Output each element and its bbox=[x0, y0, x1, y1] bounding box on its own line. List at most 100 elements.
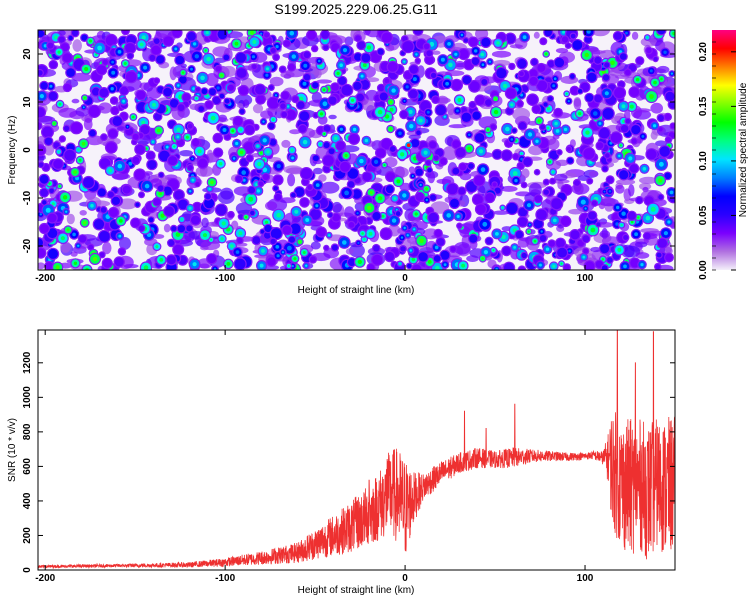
heatmap-peak-core bbox=[528, 223, 531, 226]
heatmap-peak-core bbox=[275, 45, 279, 49]
heatmap-peak bbox=[138, 225, 145, 231]
heatmap-peak-core bbox=[53, 122, 56, 125]
heatmap-peak bbox=[309, 256, 316, 263]
heatmap-peak-core bbox=[210, 238, 213, 241]
heatmap-mottle bbox=[314, 69, 322, 79]
heatmap-peak-core bbox=[275, 245, 280, 249]
heatmap-peak-core bbox=[468, 133, 471, 136]
heatmap-peak-core bbox=[419, 238, 424, 244]
heatmap-peak bbox=[258, 181, 264, 187]
heatmap-peak-core bbox=[660, 77, 663, 81]
heatmap-peak bbox=[207, 254, 217, 264]
heatmap-mottle bbox=[102, 241, 112, 255]
heatmap-peak-core bbox=[403, 60, 406, 63]
heatmap-peak-core bbox=[174, 47, 178, 51]
heatmap-peak-core bbox=[78, 158, 82, 162]
heatmap-peak bbox=[517, 101, 523, 107]
heatmap-peak-core bbox=[141, 35, 146, 40]
heatmap-peak bbox=[472, 111, 481, 120]
snr-line bbox=[38, 330, 675, 570]
heatmap-peak bbox=[48, 91, 58, 101]
heatmap-mottle bbox=[615, 184, 625, 194]
heatmap-peak-core bbox=[232, 157, 236, 160]
heatmap-peak-core bbox=[216, 86, 220, 90]
heatmap-peak-core bbox=[642, 167, 647, 171]
heatmap-peak bbox=[156, 55, 165, 64]
heatmap-peak bbox=[239, 109, 245, 114]
heatmap-peak bbox=[512, 128, 517, 133]
heatmap-peak-core bbox=[377, 109, 383, 115]
heatmap-peak bbox=[60, 136, 65, 142]
heatmap-peak bbox=[102, 258, 112, 268]
heatmap-peak-core bbox=[287, 245, 292, 251]
heatmap-peak-core bbox=[276, 212, 282, 218]
heatmap-peak-core bbox=[159, 258, 164, 262]
heatmap-peak-core bbox=[177, 84, 180, 87]
heatmap-peak bbox=[252, 236, 261, 244]
heatmap-peak-core bbox=[580, 199, 586, 205]
heatmap-peak bbox=[372, 212, 381, 221]
heatmap-peak bbox=[529, 69, 538, 78]
heatmap-peak bbox=[621, 125, 629, 133]
heatmap-peak bbox=[457, 223, 462, 228]
heatmap-peak bbox=[657, 30, 666, 35]
heatmap-peak-core bbox=[302, 251, 306, 254]
heatmap-peak-core bbox=[411, 257, 415, 262]
colorbar-tick-label: 0.10 bbox=[698, 151, 709, 171]
heatmap-peak bbox=[596, 142, 604, 149]
heatmap-peak bbox=[96, 65, 107, 75]
heatmap-peak bbox=[89, 129, 96, 137]
heatmap-peak-core bbox=[262, 138, 267, 143]
heatmap-peak bbox=[131, 218, 140, 228]
heatmap-peak bbox=[273, 186, 279, 191]
heatmap-peak bbox=[136, 90, 146, 100]
heatmap-peak bbox=[280, 103, 286, 109]
heatmap-peak-core bbox=[108, 168, 112, 173]
heatmap-peak-core bbox=[220, 74, 224, 77]
heatmap-peak bbox=[240, 158, 249, 167]
heatmap-peak bbox=[135, 144, 145, 154]
heatmap-mottle bbox=[313, 167, 323, 175]
x-tick-label: 0 bbox=[402, 273, 408, 284]
heatmap-mottle bbox=[634, 241, 648, 248]
heatmap-peak-core bbox=[629, 104, 634, 109]
heatmap-peak bbox=[122, 30, 129, 35]
heatmap-peak bbox=[357, 41, 366, 49]
heatmap-peak bbox=[551, 198, 563, 210]
heatmap-peak-core bbox=[191, 178, 195, 182]
heatmap-peak-core bbox=[57, 150, 60, 153]
heatmap-peak-core bbox=[123, 62, 127, 65]
heatmap-mottle bbox=[70, 251, 78, 257]
heatmap-peak bbox=[490, 124, 496, 130]
heatmap-peak-core bbox=[646, 36, 649, 39]
heatmap-field bbox=[38, 30, 675, 270]
heatmap-peak-core bbox=[290, 148, 294, 152]
heatmap-peak bbox=[154, 78, 159, 83]
heatmap-mottle bbox=[71, 98, 80, 104]
heatmap-peak bbox=[323, 125, 331, 132]
heatmap-peak bbox=[556, 238, 565, 248]
heatmap-peak bbox=[425, 55, 434, 64]
heatmap-peak bbox=[205, 101, 213, 109]
heatmap-peak bbox=[107, 191, 114, 198]
heatmap-peak-core bbox=[457, 98, 462, 102]
heatmap-peak-core bbox=[175, 232, 181, 237]
heatmap-peak bbox=[270, 238, 276, 245]
heatmap-peak bbox=[544, 30, 552, 37]
heatmap-peak bbox=[519, 71, 524, 76]
heatmap-peak-core bbox=[396, 179, 401, 184]
heatmap-peak-core bbox=[584, 207, 587, 210]
heatmap-peak bbox=[40, 82, 48, 90]
heatmap-peak bbox=[178, 199, 188, 210]
heatmap-peak-core bbox=[481, 257, 484, 260]
heatmap-peak bbox=[543, 102, 548, 107]
heatmap-peak bbox=[385, 185, 394, 194]
heatmap-peak-core bbox=[389, 127, 392, 131]
y-tick-label: 600 bbox=[22, 458, 33, 475]
heatmap-peak bbox=[324, 246, 329, 250]
heatmap-peak bbox=[570, 33, 576, 39]
heatmap-peak-core bbox=[262, 167, 268, 173]
heatmap-peak bbox=[433, 255, 441, 262]
heatmap-peak bbox=[38, 70, 43, 76]
heatmap-mottle bbox=[517, 237, 530, 248]
